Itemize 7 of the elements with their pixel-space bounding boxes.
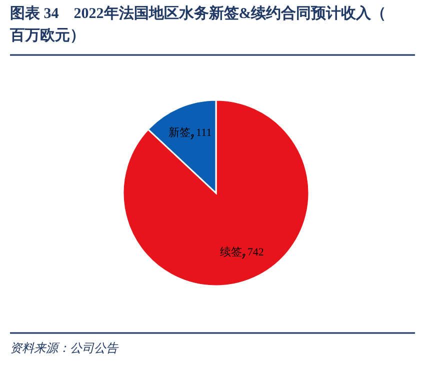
data-label: 742: [247, 246, 264, 258]
data-label: 111: [196, 126, 212, 139]
slice-label: 续签: [220, 245, 242, 258]
chart-title: 图表 34 2022年法国地区水务新签&续约合同预计收入（百万欧元）: [9, 4, 386, 44]
slice-label: 新签: [168, 126, 191, 139]
pie-slice: [122, 99, 310, 287]
text: 资料来源：公司公告: [10, 341, 119, 355]
